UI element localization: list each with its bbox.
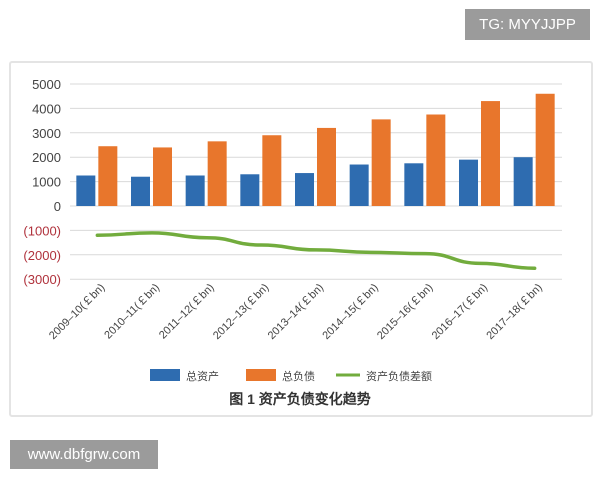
- legend-label-difference: 资产负债差额: [366, 369, 432, 383]
- watermark-bottom: www.dbfgrw.com: [10, 440, 158, 469]
- bar-liabilities: [535, 93, 555, 206]
- y-tick-label: 5000: [32, 77, 61, 92]
- y-tick-label: 0: [54, 199, 61, 214]
- x-tick-label: 2014–15(￡bn): [320, 282, 380, 342]
- bar-assets: [349, 164, 369, 206]
- y-tick-label: 4000: [32, 101, 61, 116]
- y-tick-label: (1000): [23, 223, 61, 238]
- line-difference: [95, 231, 537, 270]
- bar-liabilities: [371, 119, 391, 206]
- bar-assets: [76, 175, 96, 206]
- y-tick-label: (3000): [23, 272, 61, 287]
- x-tick-label: 2009–10(￡bn): [47, 282, 107, 342]
- bar-assets: [185, 175, 205, 206]
- y-tick-label: 1000: [32, 175, 61, 190]
- bar-liabilities: [262, 135, 282, 206]
- bar-assets: [459, 159, 478, 206]
- bar-assets: [295, 173, 314, 206]
- x-tick-label: 2013–14(￡bn): [266, 282, 326, 342]
- legend-label-assets: 总资产: [186, 369, 219, 383]
- bar-assets: [513, 157, 533, 206]
- legend-swatch-liabilities: [246, 369, 276, 381]
- bar-liabilities: [426, 114, 446, 206]
- bar-assets: [404, 163, 424, 206]
- bar-liabilities: [153, 147, 172, 206]
- x-tick-label: 2017–18(￡bn): [484, 282, 544, 342]
- bar-assets: [131, 176, 150, 206]
- x-tick-label: 2012–13(￡bn): [211, 282, 271, 342]
- x-tick-label: 2015–16(￡bn): [375, 282, 435, 342]
- bar-liabilities: [207, 141, 227, 206]
- legend: 总资产 总负债 资产负债差额: [150, 369, 432, 383]
- bar-liabilities: [317, 127, 336, 206]
- legend-label-liabilities: 总负债: [282, 369, 315, 383]
- chart-title: 图 1 资产负债变化趋势: [229, 391, 371, 407]
- y-tick-label: (2000): [23, 248, 61, 263]
- y-tick-label: 2000: [32, 150, 61, 165]
- legend-swatch-assets: [150, 369, 180, 381]
- x-tick-label: 2010–11(￡bn): [102, 282, 162, 342]
- y-tick-label: 3000: [32, 126, 61, 141]
- bar-assets: [240, 174, 260, 206]
- bar-liabilities: [98, 146, 118, 206]
- watermark-top: TG: MYYJJPP: [465, 9, 590, 40]
- bar-liabilities: [481, 101, 500, 206]
- x-tick-label: 2016–17(￡bn): [430, 282, 490, 342]
- x-tick-label: 2011–12(￡bn): [157, 282, 217, 342]
